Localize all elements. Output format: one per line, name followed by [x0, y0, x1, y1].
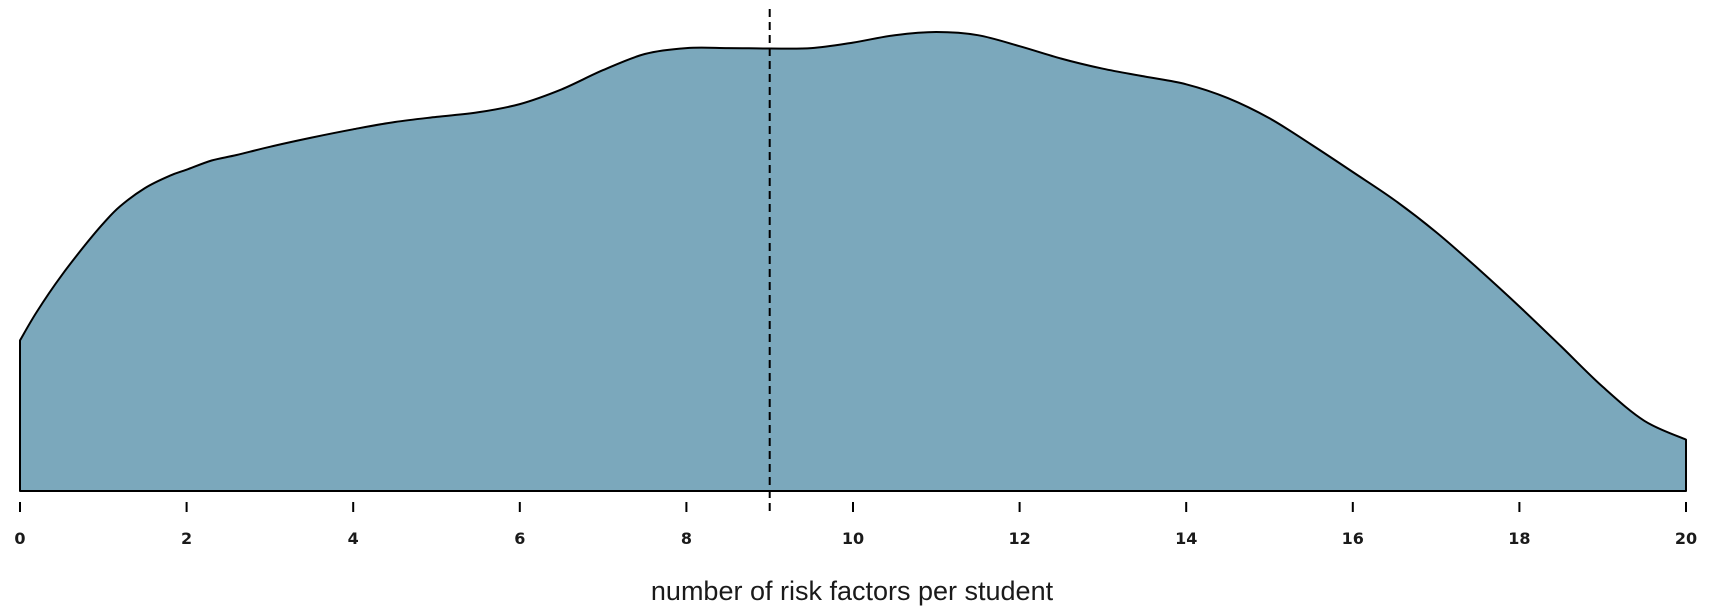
- x-tick-label: 4: [348, 529, 359, 548]
- x-tick-label: 20: [1675, 529, 1697, 548]
- density-area: [19, 31, 1687, 492]
- x-axis-title: number of risk factors per student: [651, 576, 1054, 606]
- x-tick-label: 18: [1508, 529, 1530, 548]
- x-tick-label: 14: [1175, 529, 1197, 548]
- x-tick-label: 0: [14, 529, 25, 548]
- plot-area: [19, 31, 1687, 492]
- x-tick-label: 8: [681, 529, 692, 548]
- x-tick-label: 12: [1008, 529, 1030, 548]
- x-axis: 0 2 4 6 8 10 12 14 16 18 20: [14, 502, 1697, 548]
- x-tick-label: 2: [181, 529, 192, 548]
- x-tick-label: 6: [514, 529, 525, 548]
- x-tick-label: 10: [842, 529, 864, 548]
- x-tick-label: 16: [1342, 529, 1364, 548]
